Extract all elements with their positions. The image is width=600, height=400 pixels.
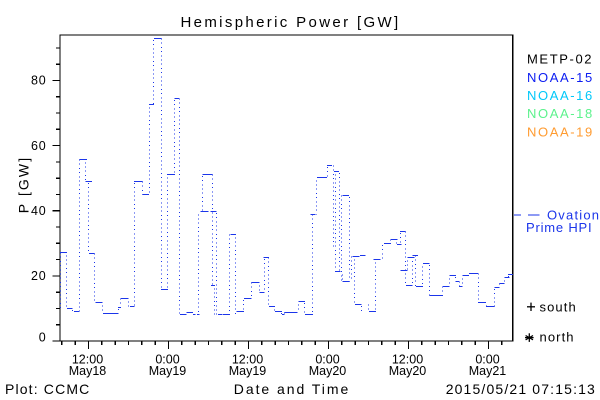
svg-text:0: 0 (39, 331, 47, 345)
svg-text:May21: May21 (469, 364, 507, 378)
svg-text:NOAA-15: NOAA-15 (527, 70, 594, 85)
svg-text:NOAA-18: NOAA-18 (527, 106, 594, 121)
svg-text:20: 20 (31, 269, 47, 283)
svg-text:Prime HPI: Prime HPI (526, 220, 592, 235)
svg-text:P [GW]: P [GW] (16, 156, 32, 213)
svg-text:May19: May19 (149, 364, 187, 378)
svg-text:Date and Time: Date and Time (234, 381, 350, 397)
svg-text:12:00: 12:00 (72, 353, 103, 367)
svg-text:Hemispheric Power [GW]: Hemispheric Power [GW] (180, 14, 400, 31)
svg-text:north: north (540, 330, 575, 345)
svg-text:south: south (540, 300, 577, 315)
svg-text:80: 80 (31, 74, 47, 88)
svg-text:May19: May19 (229, 364, 267, 378)
svg-text:NOAA-19: NOAA-19 (527, 125, 594, 140)
svg-text:0:00: 0:00 (155, 353, 179, 367)
svg-text:May18: May18 (69, 364, 107, 378)
svg-text:Plot: CCMC: Plot: CCMC (5, 381, 90, 397)
svg-text:0:00: 0:00 (315, 353, 339, 367)
svg-text:0:00: 0:00 (475, 353, 499, 367)
svg-text:60: 60 (31, 139, 47, 153)
svg-text:May20: May20 (389, 364, 427, 378)
svg-text:12:00: 12:00 (232, 353, 263, 367)
svg-text:Ovation: Ovation (547, 208, 600, 223)
svg-text:40: 40 (31, 204, 47, 218)
svg-text:12:00: 12:00 (392, 353, 423, 367)
svg-text:May20: May20 (309, 364, 347, 378)
svg-text:METP-02: METP-02 (527, 52, 593, 67)
svg-text:2015/05/21 07:15:13: 2015/05/21 07:15:13 (446, 381, 596, 397)
svg-text:NOAA-16: NOAA-16 (527, 88, 594, 103)
